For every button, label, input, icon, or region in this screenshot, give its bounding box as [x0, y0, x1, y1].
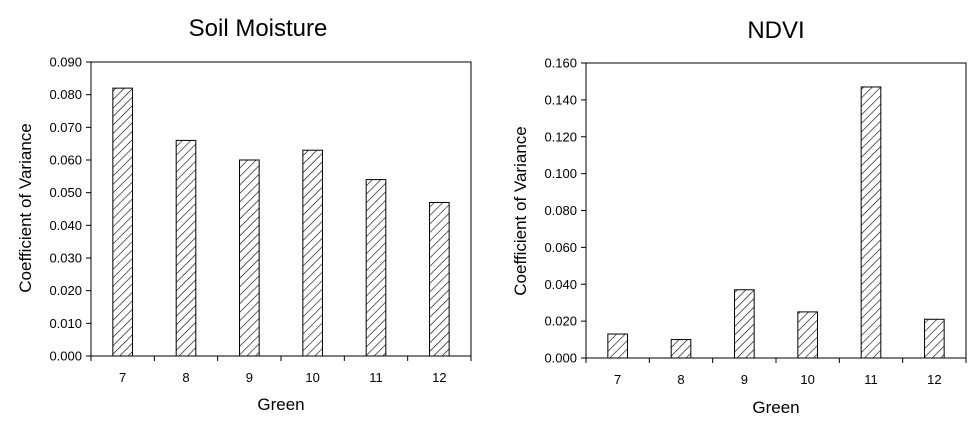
- y-tick-label: 0.010: [49, 316, 82, 331]
- y-tick-label: 0.040: [49, 218, 82, 233]
- x-ticks: 7 8 9 10 11 12: [90, 356, 472, 385]
- y-tick-label: 0.080: [49, 87, 82, 102]
- y-tick-label: 0.040: [544, 277, 577, 292]
- y-tick-label: 0.050: [49, 185, 82, 200]
- x-tick-label: 12: [432, 370, 446, 385]
- y-tick-label: 0.080: [544, 203, 577, 218]
- bar: [860, 86, 882, 359]
- x-tick-label: 7: [119, 370, 126, 385]
- x-tick-label: 8: [677, 372, 684, 387]
- bar: [797, 311, 818, 359]
- bars: [607, 86, 945, 359]
- ndvi-chart: NDVI Green Coefficient of Variance 0.000…: [511, 17, 967, 417]
- bar: [365, 179, 387, 357]
- chart-title: Soil Moisture: [189, 15, 328, 42]
- x-tick-label: 9: [246, 370, 253, 385]
- bar: [175, 139, 197, 357]
- y-tick-label: 0.000: [544, 351, 577, 366]
- bar: [607, 333, 628, 359]
- x-axis-label: Green: [257, 395, 304, 414]
- y-axis-label: Coefficient of Variance: [16, 123, 35, 292]
- bars: [112, 87, 450, 357]
- y-tick-label: 0.160: [544, 56, 577, 71]
- y-tick-label: 0.000: [49, 349, 82, 364]
- bar: [429, 201, 450, 357]
- y-tick-label: 0.090: [49, 55, 82, 70]
- y-ticks: 0.000 0.020 0.040 0.060 0.080 0.100 0.120 0.140…: [544, 56, 586, 366]
- soil-moisture-chart: Soil Moisture Green Coefficient of Varia…: [16, 15, 472, 414]
- y-tick-label: 0.060: [49, 153, 82, 168]
- bar: [112, 87, 133, 357]
- plot-frame: [90, 61, 472, 357]
- y-tick-label: 0.140: [544, 92, 577, 107]
- y-tick-label: 0.030: [49, 251, 82, 266]
- bar: [670, 339, 692, 359]
- x-ticks: 7 8 9 10 11 12: [585, 358, 967, 387]
- x-tick-label: 12: [927, 372, 941, 387]
- y-tick-label: 0.120: [544, 129, 577, 144]
- y-axis-label: Coefficient of Variance: [511, 126, 530, 295]
- x-tick-label: 10: [800, 372, 814, 387]
- y-tick-label: 0.020: [544, 314, 577, 329]
- x-tick-label: 11: [864, 372, 878, 387]
- y-tick-label: 0.060: [544, 240, 577, 255]
- x-tick-label: 8: [182, 370, 189, 385]
- y-ticks: 0.000 0.010 0.020 0.030 0.040 0.050 0.060 0.070…: [49, 55, 91, 364]
- x-axis-label: Green: [752, 398, 799, 417]
- x-tick-label: 7: [614, 372, 621, 387]
- plot-frame: [585, 62, 967, 359]
- bar: [302, 149, 323, 357]
- x-tick-label: 10: [305, 370, 319, 385]
- chart-title: NDVI: [747, 17, 804, 44]
- y-tick-label: 0.100: [544, 166, 577, 181]
- x-tick-label: 9: [741, 372, 748, 387]
- y-tick-label: 0.070: [49, 120, 82, 135]
- bar: [924, 318, 945, 359]
- y-tick-label: 0.020: [49, 283, 82, 298]
- bar: [239, 159, 260, 357]
- bar: [734, 289, 755, 359]
- x-tick-label: 11: [369, 370, 383, 385]
